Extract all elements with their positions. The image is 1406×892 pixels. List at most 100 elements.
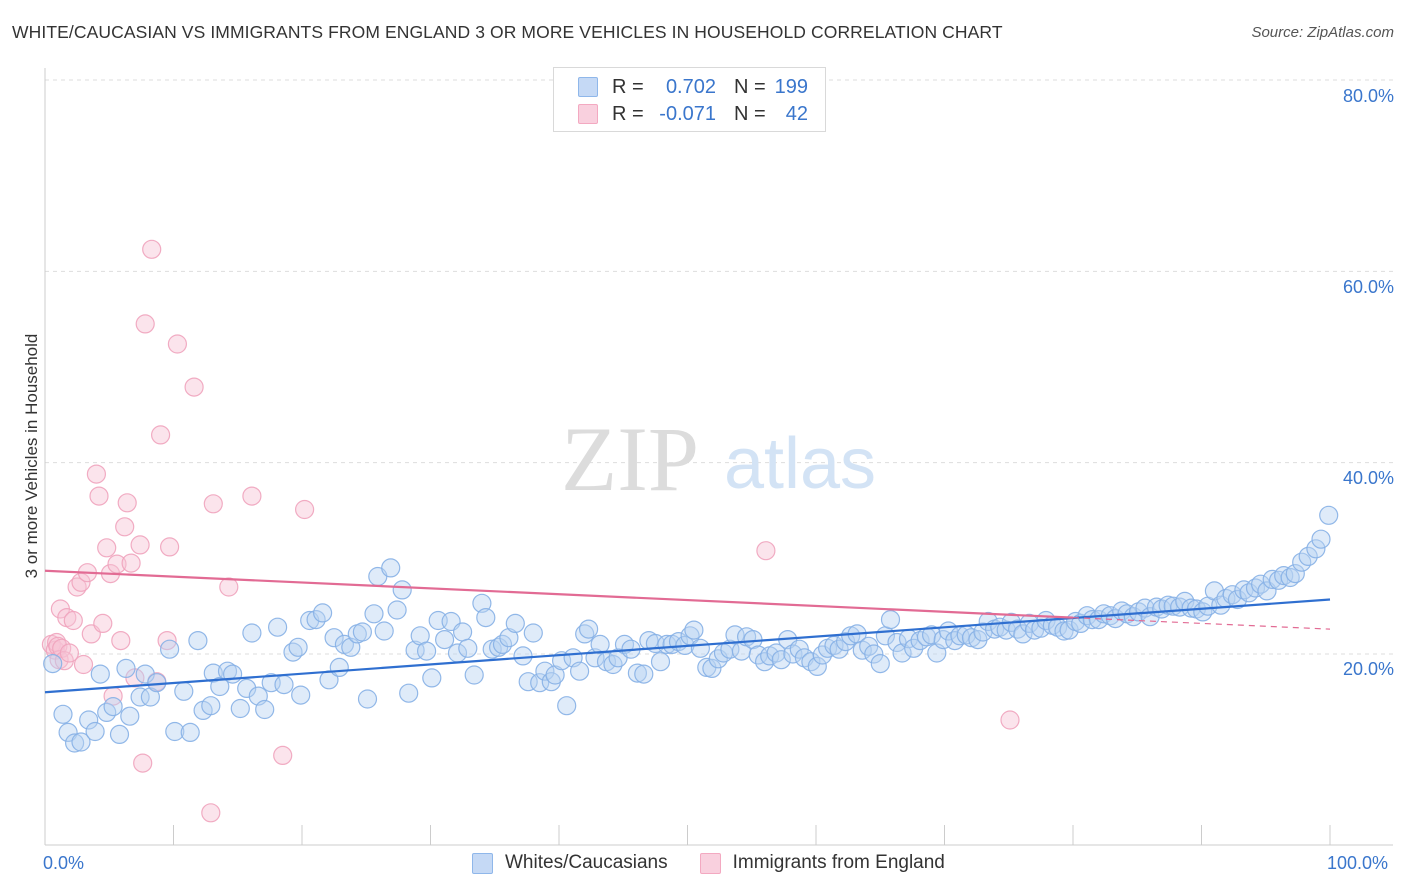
n-value: 199 xyxy=(774,75,808,98)
data-point xyxy=(268,617,288,637)
series-legend: Whites/Caucasians Immigrants from Englan… xyxy=(472,852,977,874)
data-point xyxy=(188,630,208,651)
data-point xyxy=(835,631,856,652)
data-point xyxy=(578,619,599,639)
data-point xyxy=(230,698,250,719)
data-point xyxy=(880,609,901,630)
r-label: R = xyxy=(612,102,644,125)
data-point xyxy=(513,646,533,666)
axes xyxy=(44,68,1393,846)
trend-line-immigrants xyxy=(44,569,1074,619)
gridlines xyxy=(45,79,1393,655)
series-immigrants-england xyxy=(41,239,1020,823)
x-tick-0: 0.0% xyxy=(43,853,85,873)
data-point xyxy=(864,644,884,664)
data-point xyxy=(364,604,384,624)
data-point xyxy=(111,630,131,651)
data-point xyxy=(904,638,924,658)
legend-row-immigrants: R = -0.071 N = 42 xyxy=(578,102,808,126)
chart-title: WHITE/CAUCASIAN VS IMMIGRANTS FROM ENGLA… xyxy=(12,22,1003,42)
data-point xyxy=(43,653,63,674)
data-point xyxy=(634,664,654,684)
data-point xyxy=(142,239,162,259)
data-point xyxy=(352,622,372,642)
data-point xyxy=(203,494,223,514)
data-point xyxy=(1204,581,1225,601)
data-point xyxy=(223,664,243,684)
data-point xyxy=(64,733,85,753)
data-point xyxy=(1274,565,1294,586)
data-point xyxy=(210,676,230,697)
data-point xyxy=(829,639,849,659)
data-point xyxy=(887,632,907,653)
data-point xyxy=(255,699,275,720)
y-tick-40: 40.0% xyxy=(1342,468,1394,488)
data-point xyxy=(1285,563,1305,584)
data-point xyxy=(73,654,94,675)
data-point xyxy=(399,683,419,703)
data-point xyxy=(295,499,315,520)
data-point xyxy=(130,535,150,555)
data-point xyxy=(324,628,344,648)
legend-swatch-whites xyxy=(472,852,493,874)
data-point xyxy=(392,580,412,600)
data-point xyxy=(387,600,407,620)
data-point xyxy=(93,613,113,634)
legend-row-whites: R = 0.702 N = 199 xyxy=(578,75,808,99)
data-point xyxy=(357,689,378,709)
data-point xyxy=(1082,609,1102,630)
data-point xyxy=(217,661,238,681)
data-point xyxy=(535,661,555,681)
data-point xyxy=(273,745,293,766)
data-point xyxy=(892,643,912,663)
data-point xyxy=(870,653,890,674)
x-tick-100: 100.0% xyxy=(1327,853,1389,873)
legend-swatch-immigrants xyxy=(578,104,598,124)
legend-swatch-whites xyxy=(578,77,598,97)
data-point xyxy=(476,607,496,628)
data-point xyxy=(1311,529,1331,549)
data-point xyxy=(115,517,135,537)
y-axis-label: 3 or more Vehicles in Household xyxy=(22,333,41,579)
data-point xyxy=(771,650,791,670)
data-point xyxy=(219,577,239,597)
data-point xyxy=(184,377,204,397)
data-point xyxy=(103,696,123,717)
watermark-zip: ZIP xyxy=(561,408,699,510)
data-point xyxy=(121,553,141,573)
data-point xyxy=(79,710,99,730)
data-point xyxy=(1013,624,1033,644)
data-point xyxy=(58,722,78,743)
series-whites xyxy=(43,505,1339,753)
watermark-atlas: atlas xyxy=(724,424,876,504)
n-label: N = xyxy=(734,102,766,125)
data-point xyxy=(130,687,150,707)
data-point xyxy=(89,486,109,506)
data-point xyxy=(237,678,257,699)
data-point xyxy=(1227,589,1248,610)
data-point xyxy=(201,696,221,716)
data-point xyxy=(71,732,91,752)
y-tick-60: 60.0% xyxy=(1342,277,1394,297)
data-point xyxy=(417,641,437,661)
data-point xyxy=(590,634,610,655)
data-point xyxy=(650,652,671,672)
data-point xyxy=(627,663,648,683)
data-point xyxy=(1298,546,1318,567)
n-value: 42 xyxy=(785,102,808,125)
data-point xyxy=(117,493,137,513)
data-point xyxy=(453,622,473,642)
data-point xyxy=(97,538,117,558)
data-point xyxy=(329,657,349,678)
trend-lines xyxy=(44,569,1331,694)
data-point xyxy=(505,613,525,634)
data-point xyxy=(63,610,83,631)
data-point xyxy=(167,334,187,354)
data-point xyxy=(690,638,711,658)
legend-item-immigrants: Immigrants from England xyxy=(699,852,945,874)
data-point xyxy=(109,724,130,745)
data-point xyxy=(1319,505,1339,525)
data-point xyxy=(1000,710,1020,730)
data-point xyxy=(160,639,180,659)
